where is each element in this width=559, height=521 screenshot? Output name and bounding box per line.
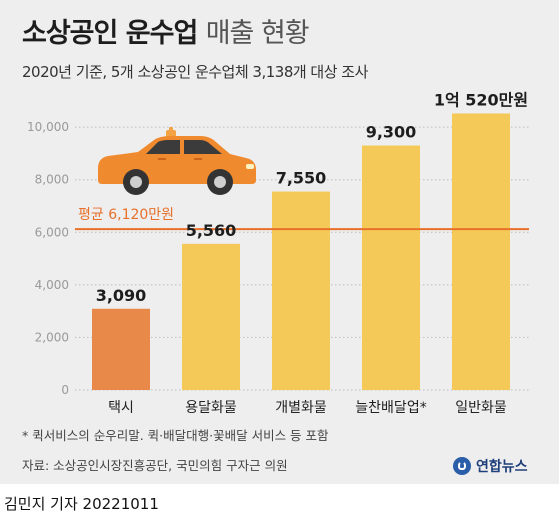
bar-value-label: 9,300 — [366, 123, 417, 142]
bar — [452, 113, 510, 390]
bar-value-label: 7,550 — [276, 169, 327, 188]
category-label: 택시 — [108, 400, 134, 416]
chart-subtitle: 2020년 기준, 5개 소상공인 운수업체 3,138개 대상 조사 — [22, 63, 368, 81]
yonhap-logo-icon — [453, 457, 471, 475]
y-tick-label: 10,000 — [27, 120, 69, 134]
title-light: 매출 현황 — [205, 18, 310, 49]
value-labels: 3,090 5,560 7,550 9,300 1억 520만원 — [96, 90, 528, 304]
y-tick-label: 4,000 — [35, 278, 69, 292]
average-line: 평균 6,120만원 — [75, 207, 529, 231]
chart-title: 소상공인 운수업 매출 현황 — [22, 16, 310, 52]
source-note: 자료: 소상공인시장진흥공단, 국민의힘 구자근 의원 — [22, 458, 288, 473]
category-label: 개별화물 — [275, 400, 327, 416]
category-label: 용달화물 — [185, 400, 237, 416]
category-label: 늘찬배달업* — [355, 400, 426, 416]
y-axis-tick-labels: 0 2,000 4,000 6,000 8,000 10,000 — [27, 120, 69, 397]
publisher-logo: 연합뉴스 — [453, 455, 528, 477]
bar-value-label: 5,560 — [186, 221, 237, 240]
bar — [272, 191, 330, 390]
category-labels: 택시 용달화물 개별화물 늘찬배달업* 일반화물 — [108, 400, 507, 416]
y-tick-label: 6,000 — [35, 225, 69, 239]
category-label: 일반화물 — [455, 400, 507, 416]
bar — [92, 308, 150, 390]
bar-chart: 0 2,000 4,000 6,000 8,000 10,000 평균 6,120만원 3… — [27, 90, 529, 416]
logo-text: 연합뉴스 — [476, 459, 528, 475]
taxi-icon — [98, 127, 256, 195]
bar — [182, 243, 240, 390]
bars — [92, 113, 510, 390]
bar-value-label: 3,090 — [96, 286, 147, 305]
bar — [362, 145, 420, 390]
y-tick-label: 8,000 — [35, 173, 69, 187]
footnote: * 퀵서비스의 순우리말. 퀵·배달대행·꽃배달 서비스 등 포함 — [22, 428, 329, 443]
title-bold: 소상공인 운수업 — [22, 18, 198, 49]
average-label: 평균 6,120만원 — [78, 207, 174, 223]
bar-value-label: 1억 520만원 — [434, 90, 528, 109]
byline: 김민지 기자 20221011 — [4, 495, 159, 513]
y-tick-label: 0 — [61, 383, 69, 397]
y-tick-label: 2,000 — [35, 330, 69, 344]
